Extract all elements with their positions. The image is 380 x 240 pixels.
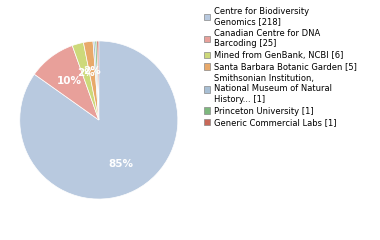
- Wedge shape: [20, 41, 178, 199]
- Text: 85%: 85%: [109, 159, 134, 168]
- Text: 2%: 2%: [83, 66, 101, 76]
- Wedge shape: [93, 41, 99, 120]
- Wedge shape: [97, 41, 99, 120]
- Text: 2%: 2%: [77, 68, 95, 78]
- Wedge shape: [95, 41, 99, 120]
- Wedge shape: [84, 41, 99, 120]
- Legend: Centre for Biodiversity
Genomics [218], Canadian Centre for DNA
Barcoding [25], : Centre for Biodiversity Genomics [218], …: [204, 6, 356, 127]
- Wedge shape: [72, 42, 99, 120]
- Wedge shape: [34, 46, 99, 120]
- Text: 10%: 10%: [57, 76, 82, 86]
